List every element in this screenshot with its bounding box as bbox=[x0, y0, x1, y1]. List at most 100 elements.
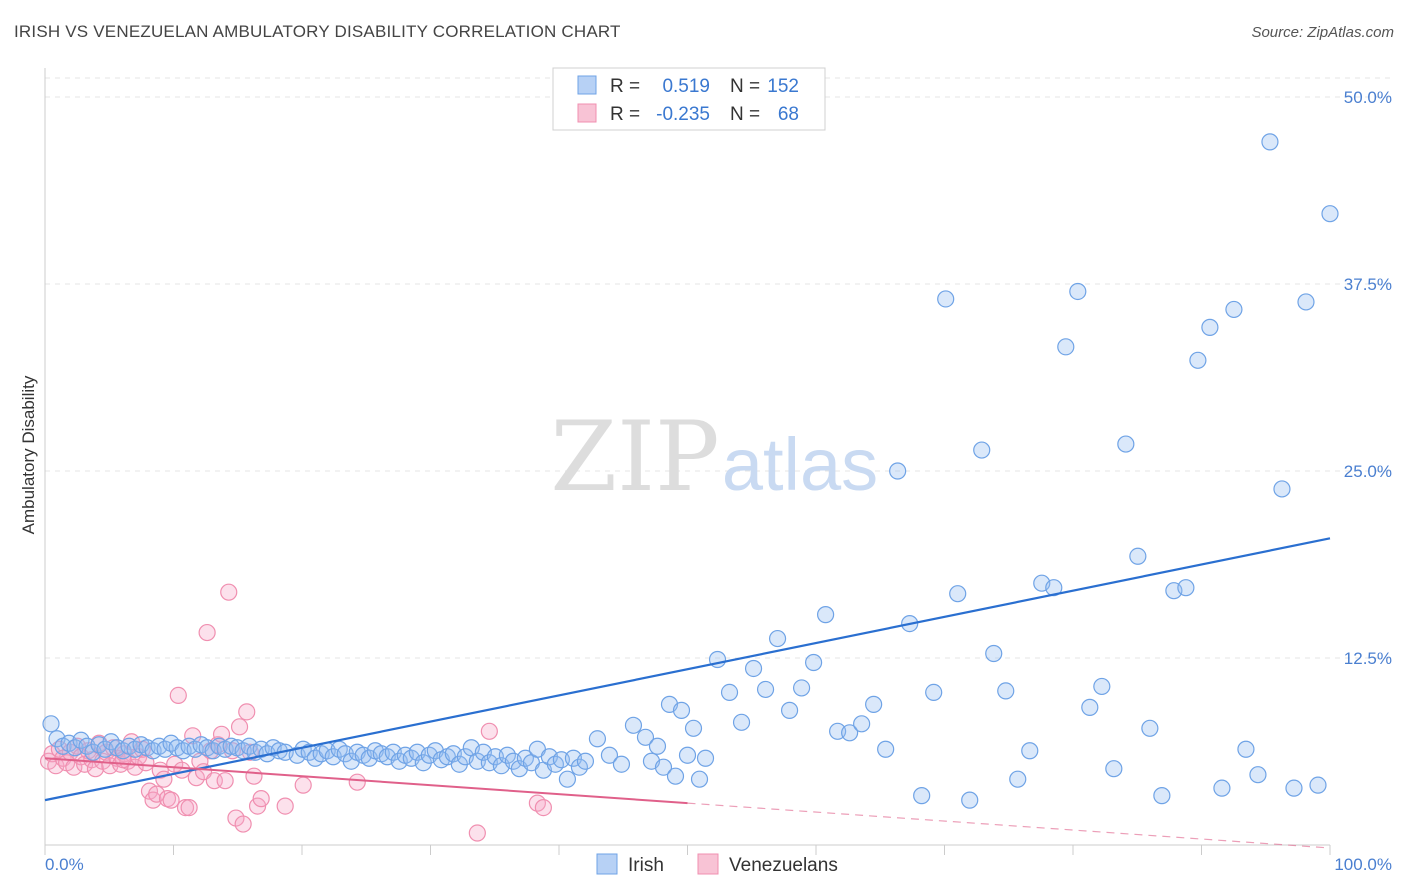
irish-point-96 bbox=[672, 701, 691, 719]
legend-n-value-venezuelans: 68 bbox=[778, 104, 799, 125]
irish-point-125 bbox=[1021, 742, 1039, 760]
venezuelans-point-57 bbox=[245, 767, 263, 785]
irish-point-85 bbox=[558, 770, 577, 788]
irish-point-134 bbox=[1129, 547, 1147, 565]
irish-point-133 bbox=[1117, 435, 1135, 453]
irish-point-105 bbox=[780, 701, 799, 719]
watermark: ZIP atlas bbox=[550, 401, 878, 513]
grid bbox=[45, 77, 1392, 659]
irish-point-131 bbox=[1093, 677, 1111, 696]
venezuelans-point-49 bbox=[216, 772, 234, 790]
watermark-zip: ZIP bbox=[550, 401, 719, 513]
irish-point-108 bbox=[817, 606, 835, 624]
irish-point-89 bbox=[588, 730, 607, 748]
bottom-legend-swatch-irish bbox=[596, 853, 618, 875]
venezuelans-point-55 bbox=[238, 703, 256, 721]
irish-point-120 bbox=[961, 791, 979, 809]
legend-n-label-venezuelans: N = bbox=[730, 104, 760, 125]
venezuelans-point-61 bbox=[294, 776, 312, 794]
legend-n-value-irish: 152 bbox=[767, 76, 799, 97]
legend-r-value-venezuelans: -0.235 bbox=[656, 104, 710, 125]
y-tick-labels: 12.5% 25.0% 37.5% 50.0% bbox=[1344, 88, 1392, 668]
bottom-legend: Irish Venezuelans bbox=[596, 853, 838, 876]
irish-point-148 bbox=[1297, 293, 1315, 311]
venezuelans-point-60 bbox=[276, 797, 294, 815]
irish-point-154 bbox=[678, 746, 697, 764]
irish-point-88 bbox=[576, 752, 595, 770]
venezuelans-point-53 bbox=[230, 718, 249, 736]
irish-point-143 bbox=[1237, 740, 1255, 758]
irish-point-153 bbox=[666, 767, 685, 785]
venezuelans-point-64 bbox=[480, 722, 498, 740]
irish-point-145 bbox=[1261, 133, 1279, 151]
venezuelans-point-62 bbox=[348, 773, 366, 791]
irish-point-102 bbox=[744, 659, 763, 678]
irish-point-128 bbox=[1057, 338, 1075, 356]
irish-point-90 bbox=[600, 746, 619, 764]
legend-swatch-irish bbox=[577, 75, 597, 95]
irish-point-122 bbox=[985, 644, 1003, 663]
irish-point-152 bbox=[654, 758, 673, 776]
bottom-legend-label-venezuelans: Venezuelans bbox=[729, 855, 838, 876]
legend-n-label-irish: N = bbox=[730, 76, 760, 97]
irish-point-0 bbox=[42, 715, 60, 733]
irish-point-129 bbox=[1069, 282, 1087, 301]
irish-point-117 bbox=[925, 683, 943, 702]
irish-point-150 bbox=[1321, 205, 1339, 223]
irish-point-106 bbox=[792, 679, 811, 697]
venezuelans-point-30 bbox=[148, 785, 166, 803]
x-tick-label-0: 0.0% bbox=[45, 855, 84, 874]
irish-point-136 bbox=[1153, 787, 1171, 805]
irish-point-146 bbox=[1273, 480, 1291, 498]
bottom-legend-label-irish: Irish bbox=[628, 855, 664, 876]
irish-point-141 bbox=[1213, 779, 1231, 797]
irish-point-101 bbox=[732, 713, 751, 731]
venezuelans-point-32 bbox=[155, 770, 173, 788]
irish-point-139 bbox=[1189, 351, 1207, 369]
y-tick-label-2: 37.5% bbox=[1344, 275, 1392, 294]
y-axis-label: Ambulatory Disability bbox=[19, 375, 38, 534]
irish-point-132 bbox=[1105, 760, 1123, 778]
irish-point-107 bbox=[804, 653, 823, 672]
irish-point-113 bbox=[877, 740, 895, 758]
irish-point-104 bbox=[768, 629, 787, 648]
x-tick-label-1: 100.0% bbox=[1334, 855, 1392, 874]
irish-point-110 bbox=[841, 724, 859, 742]
irish-point-92 bbox=[624, 716, 643, 734]
x-tick-labels: 0.0% 100.0% bbox=[45, 855, 1392, 874]
venezuelans-point-36 bbox=[169, 686, 187, 705]
irish-point-140 bbox=[1201, 318, 1219, 336]
irish-point-124 bbox=[1009, 770, 1027, 788]
source-label: Source: ZipAtlas.com bbox=[1251, 24, 1394, 41]
irish-point-118 bbox=[937, 290, 955, 308]
bottom-legend-swatch-venezuelans bbox=[697, 853, 719, 875]
irish-points bbox=[42, 133, 1339, 809]
irish-point-144 bbox=[1249, 766, 1267, 784]
venezuelans-point-34 bbox=[162, 791, 180, 809]
irish-point-142 bbox=[1225, 300, 1243, 319]
irish-point-94 bbox=[648, 737, 667, 755]
venezuelans-point-56 bbox=[241, 743, 259, 761]
venezuelans-point-54 bbox=[234, 815, 252, 833]
irish-point-97 bbox=[684, 719, 703, 737]
irish-point-135 bbox=[1141, 719, 1159, 737]
venezuelans-trend-line bbox=[44, 757, 688, 805]
venezuelans-trend-line-extension bbox=[687, 802, 1331, 849]
y-tick-label-1: 25.0% bbox=[1344, 462, 1392, 481]
legend-r-value-irish: 0.519 bbox=[662, 76, 710, 97]
irish-point-121 bbox=[973, 441, 991, 459]
legend-r-label-venezuelans: R = bbox=[610, 104, 640, 125]
venezuelans-point-50 bbox=[220, 583, 238, 601]
chart-title: IRISH VS VENEZUELAN AMBULATORY DISABILIT… bbox=[14, 22, 621, 41]
legend-box: R = 0.519 N = 152 R = -0.235 N = 68 bbox=[552, 67, 826, 131]
venezuelans-point-44 bbox=[198, 623, 216, 642]
irish-point-91 bbox=[612, 755, 631, 773]
irish-point-123 bbox=[997, 682, 1015, 700]
venezuelans-point-59 bbox=[252, 790, 270, 808]
irish-point-98 bbox=[696, 749, 715, 767]
y-tick-label-3: 50.0% bbox=[1344, 88, 1392, 107]
watermark-atlas: atlas bbox=[722, 423, 878, 506]
irish-point-138 bbox=[1177, 579, 1195, 597]
trend-lines bbox=[44, 537, 1331, 849]
irish-point-116 bbox=[913, 787, 931, 805]
